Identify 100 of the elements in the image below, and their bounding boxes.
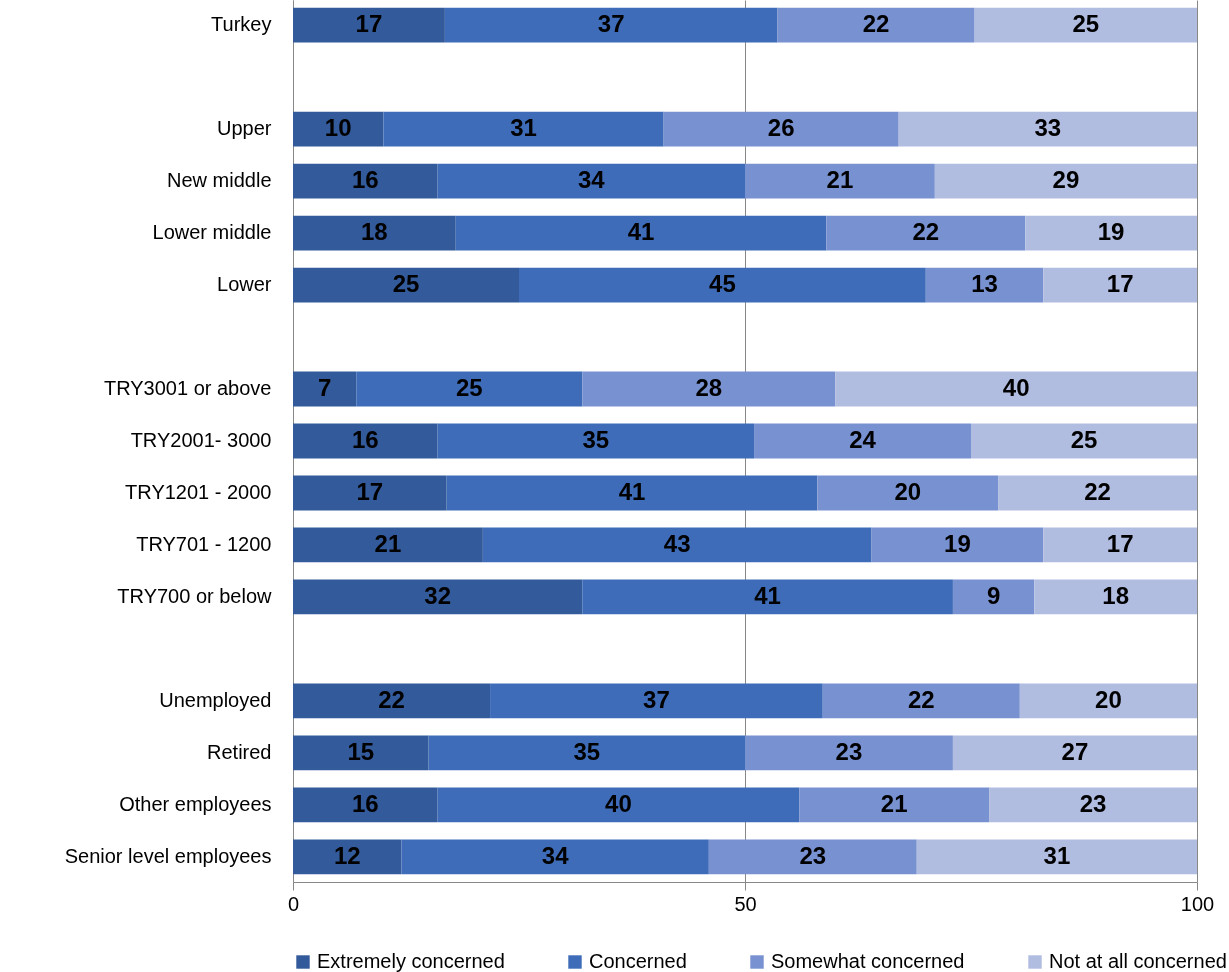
bar bbox=[293, 215, 456, 251]
data-label: 22 bbox=[378, 685, 405, 713]
data-label: 41 bbox=[618, 477, 646, 505]
bar bbox=[799, 787, 990, 823]
data-label: 34 bbox=[541, 841, 570, 869]
bar bbox=[1025, 215, 1197, 251]
y-tick-label: Other employees bbox=[119, 792, 272, 815]
data-label: 17 bbox=[356, 477, 384, 505]
data-label: 41 bbox=[627, 218, 655, 246]
data-label: 16 bbox=[351, 166, 379, 194]
data-label: 17 bbox=[355, 10, 383, 38]
y-tick-label: Retired bbox=[207, 740, 272, 763]
bar bbox=[293, 527, 483, 563]
legend-label: Extremely concerned bbox=[317, 950, 505, 972]
bar bbox=[974, 7, 1197, 43]
bar bbox=[293, 735, 429, 771]
bar bbox=[1043, 267, 1197, 303]
data-label: 22 bbox=[1084, 477, 1111, 505]
data-label: 17 bbox=[1106, 270, 1134, 298]
data-label: 24 bbox=[849, 426, 877, 453]
bar bbox=[989, 787, 1197, 823]
data-label: 21 bbox=[880, 789, 908, 817]
bar bbox=[826, 215, 1026, 251]
data-label: 15 bbox=[347, 737, 375, 765]
bar bbox=[745, 163, 935, 199]
bar bbox=[293, 839, 402, 875]
data-label: 45 bbox=[709, 270, 736, 298]
data-label: 40 bbox=[1002, 374, 1030, 402]
data-label: 16 bbox=[351, 426, 379, 453]
y-tick-label: TRY1201 - 2000 bbox=[125, 480, 272, 503]
bar bbox=[428, 735, 745, 771]
data-label: 40 bbox=[605, 789, 632, 817]
data-label: 18 bbox=[361, 218, 388, 246]
data-label: 31 bbox=[1043, 841, 1071, 869]
data-label: 29 bbox=[1052, 166, 1080, 194]
y-tick-label: New middle bbox=[167, 169, 272, 192]
bar bbox=[293, 7, 445, 43]
data-label: 41 bbox=[754, 581, 781, 609]
bar bbox=[745, 735, 953, 771]
data-label: 12 bbox=[333, 841, 361, 869]
bar bbox=[383, 111, 664, 147]
bar bbox=[455, 215, 827, 251]
bar bbox=[952, 735, 1197, 771]
bar bbox=[817, 475, 999, 511]
x-tick-label: 50 bbox=[734, 892, 757, 915]
y-tick-label: TRY701 - 1200 bbox=[136, 532, 272, 555]
data-label: 16 bbox=[351, 789, 379, 817]
data-label: 26 bbox=[767, 114, 795, 142]
bar bbox=[925, 267, 1044, 303]
bar bbox=[401, 839, 709, 875]
data-label: 23 bbox=[1079, 789, 1107, 817]
data-label: 25 bbox=[392, 270, 420, 298]
data-label: 23 bbox=[799, 841, 827, 869]
bar bbox=[293, 683, 491, 719]
bar bbox=[293, 423, 438, 459]
bar bbox=[871, 527, 1044, 563]
bar bbox=[916, 839, 1197, 875]
data-label: 13 bbox=[971, 270, 998, 298]
y-tick-label: TRY700 or below bbox=[117, 584, 273, 607]
data-label: 37 bbox=[597, 10, 625, 38]
bar bbox=[293, 111, 384, 147]
data-label: 22 bbox=[862, 10, 890, 38]
data-label: 35 bbox=[582, 426, 610, 453]
data-label: 10 bbox=[324, 114, 352, 142]
bar bbox=[293, 267, 519, 303]
data-label: 37 bbox=[643, 685, 670, 713]
x-tick-label: 100 bbox=[1180, 892, 1215, 915]
data-label: 21 bbox=[374, 529, 402, 557]
y-tick-label: Lower bbox=[217, 273, 272, 296]
data-label: 19 bbox=[1097, 218, 1125, 246]
data-label: 35 bbox=[573, 737, 601, 765]
bar bbox=[437, 163, 745, 199]
bar bbox=[437, 787, 800, 823]
bar bbox=[437, 423, 755, 459]
y-tick-label: Lower middle bbox=[152, 221, 272, 244]
bar bbox=[754, 423, 971, 459]
y-tick-label: Senior level employees bbox=[64, 844, 272, 867]
bar bbox=[293, 579, 583, 615]
x-tick-label: 0 bbox=[287, 892, 300, 915]
bar bbox=[663, 111, 899, 147]
y-tick-label: TRY2001- 3000 bbox=[130, 429, 272, 451]
y-tick-label: Unemployed bbox=[159, 688, 272, 711]
data-label: 22 bbox=[912, 218, 940, 246]
data-label: 20 bbox=[1095, 685, 1122, 713]
data-label: 27 bbox=[1061, 737, 1089, 765]
y-tick-label: Upper bbox=[217, 117, 272, 140]
bar bbox=[293, 475, 447, 511]
bar bbox=[293, 787, 438, 823]
data-label: 9 bbox=[986, 581, 1001, 609]
data-label: 43 bbox=[663, 529, 691, 557]
y-tick-label: TRY3001 or above bbox=[103, 377, 272, 400]
data-label: 31 bbox=[510, 114, 537, 142]
data-label: 18 bbox=[1102, 581, 1129, 609]
data-label: 20 bbox=[894, 477, 922, 505]
data-label: 19 bbox=[944, 529, 971, 557]
legend-label: Not at all concerned bbox=[1049, 950, 1227, 972]
y-tick-label: Turkey bbox=[211, 13, 272, 36]
data-label: 28 bbox=[695, 374, 723, 402]
bar bbox=[582, 371, 836, 407]
bar bbox=[293, 163, 438, 199]
